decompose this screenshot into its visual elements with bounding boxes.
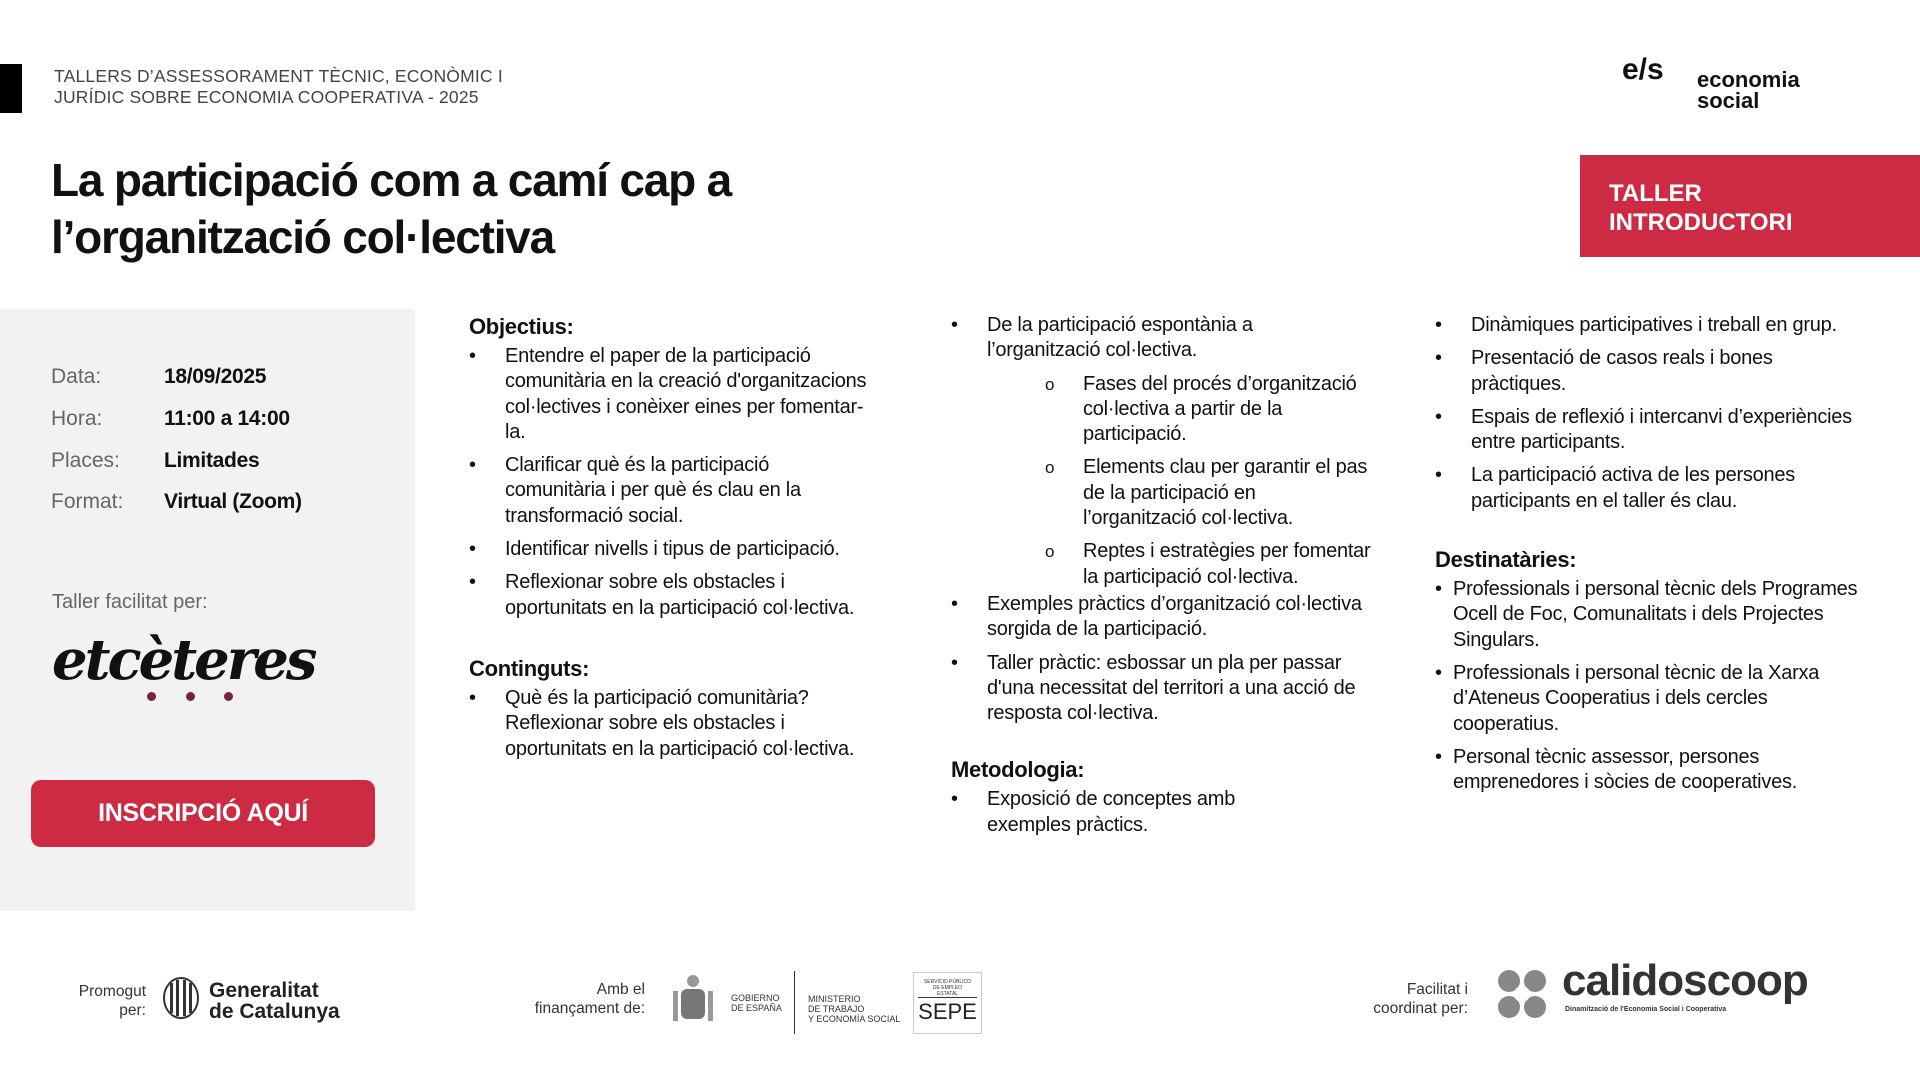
info-value: Limitades	[164, 449, 260, 472]
logo-line: MINISTERIO	[808, 994, 861, 1004]
list-item: Què és la participació comunitària? Refl…	[469, 686, 869, 762]
list-item: Clarificar què és la participació comuni…	[469, 453, 869, 529]
label-line: per:	[119, 1002, 146, 1019]
logo-line: Y ECONOMÍA SOCIAL	[808, 1014, 901, 1024]
label-line: Promogut	[78, 983, 146, 1000]
calidoscoop-logo-icon	[1496, 968, 1548, 1020]
title-line: La participació com a camí cap a	[51, 154, 732, 206]
es-logo-text: economia social	[1697, 67, 1800, 113]
destinataries-list: Professionals i personal tècnic dels Pro…	[1435, 577, 1865, 795]
kicker: TALLERS D’ASSESSORAMENT TÈCNIC, ECONÒMIC…	[54, 66, 574, 108]
financament-label: Amb el finançament de:	[500, 980, 645, 1018]
label-line: Amb el	[596, 981, 645, 998]
label-line: coordinat per:	[1373, 1000, 1468, 1017]
list-item: Identificar nivells i tipus de participa…	[469, 537, 869, 563]
logo-line: de Catalunya	[209, 1000, 340, 1023]
generalitat-logo-text: Generalitat de Catalunya	[209, 980, 340, 1022]
es-logo-mark: e/s	[1622, 53, 1664, 86]
objectius-list: Entendre el paper de la participació com…	[469, 344, 869, 621]
metodologia-list-cont: Dinàmiques participatives i treball en g…	[1435, 313, 1865, 514]
list-item: Reflexionar sobre els obstacles i oportu…	[469, 570, 869, 621]
logo-dot	[147, 692, 156, 701]
column-1: Objectius: Entendre el paper de la parti…	[469, 313, 869, 770]
sepe-text: SEPE	[918, 999, 977, 1024]
info-label: Data:	[51, 365, 102, 388]
list-item: Exemples pràctics d’organització col·lec…	[951, 592, 1371, 643]
promogut-label: Promogut per:	[60, 982, 146, 1020]
list-item: Personal tècnic assessor, persones empre…	[1435, 745, 1865, 796]
calidoscoop-wordmark: calidoscoop	[1562, 956, 1809, 1005]
section-heading-objectius: Objectius:	[469, 314, 574, 339]
info-value: Virtual (Zoom)	[164, 490, 302, 513]
title-line: l’organització col·lectiva	[51, 211, 555, 263]
logo-dot	[224, 692, 233, 701]
badge-line: TALLER	[1609, 180, 1702, 207]
badge-line: INTRODUCTORI	[1609, 209, 1793, 236]
logo-line: Generalitat	[209, 979, 319, 1002]
label-line: finançament de:	[534, 1000, 645, 1017]
continguts-list-cont: De la participació espontània a l’organi…	[951, 313, 1371, 726]
page-title: La participació com a camí cap a l’organ…	[51, 152, 951, 266]
list-item: Taller pràctic: esbossar un pla per pass…	[951, 651, 1371, 727]
list-item: Presentació de casos reals i bones pràct…	[1435, 346, 1865, 397]
list-item: Entendre el paper de la participació com…	[469, 344, 869, 445]
facilitat-label: Facilitat i coordinat per:	[1320, 980, 1468, 1018]
list-item: Espais de reflexió i intercanvi d’experi…	[1435, 405, 1865, 456]
info-value: 11:00 a 14:00	[164, 407, 290, 430]
info-row-time: Hora: 11:00 a 14:00	[51, 407, 290, 431]
sepe-logo: SERVICIO PÚBLICO DE EMPLEO ESTATAL SEPE	[913, 972, 982, 1034]
list-item: De la participació espontània a l’organi…	[951, 313, 1291, 364]
calidoscoop-tagline: Dinamització de l'Economia Social i Coop…	[1565, 1006, 1727, 1013]
continguts-list: Què és la participació comunitària? Refl…	[469, 686, 869, 762]
calidoscoop-logo-text: calidoscoop Dinamització de l'Economia S…	[1562, 956, 1809, 1013]
info-row-date: Data: 18/09/2025	[51, 365, 266, 389]
sub-list-item: Elements clau per garantir el pas de la …	[1045, 455, 1371, 531]
kicker-line: JURÍDIC SOBRE ECONOMIA COOPERATIVA - 202…	[54, 87, 479, 107]
info-row-places: Places: Limitades	[51, 449, 260, 473]
sub-list-item: Reptes i estratègies per fomentar la par…	[1045, 539, 1371, 590]
etceteres-wordmark: etcèteres	[52, 627, 317, 693]
list-item: Exposició de conceptes amb exemples pràc…	[951, 787, 1291, 838]
section-heading-continguts: Continguts:	[469, 655, 590, 681]
ministerio-text: MINISTERIO DE TRABAJO Y ECONOMÍA SOCIAL	[808, 994, 900, 1024]
sub-list-item: Fases del procés d’organització col·lect…	[1045, 372, 1371, 448]
logo-line: economia	[1697, 67, 1800, 92]
info-label: Places:	[51, 449, 120, 472]
spain-coat-of-arms-icon	[669, 973, 717, 1028]
logo-line: social	[1697, 88, 1760, 113]
gobierno-text: GOBIERNO DE ESPAÑA	[731, 993, 782, 1013]
economia-social-logo: e/s economia social	[1622, 55, 1822, 119]
logo-line: GOBIERNO	[731, 993, 780, 1003]
info-row-format: Format: Virtual (Zoom)	[51, 490, 302, 514]
divider	[794, 971, 795, 1034]
etceteres-logo: etcèteres	[52, 627, 317, 710]
info-label: Hora:	[51, 407, 103, 430]
level-badge: TALLER INTRODUCTORI	[1580, 155, 1920, 257]
info-value: 18/09/2025	[164, 365, 267, 388]
generalitat-logo-icon	[163, 977, 199, 1019]
metodologia-list: Exposició de conceptes amb exemples pràc…	[951, 787, 1371, 838]
info-label: Format:	[51, 490, 124, 513]
register-button[interactable]: INSCRIPCIÓ AQUÍ	[31, 780, 375, 847]
kicker-line: TALLERS D’ASSESSORAMENT TÈCNIC, ECONÒMIC…	[54, 66, 503, 86]
logo-line: DE ESPAÑA	[731, 1003, 782, 1013]
accent-bar	[0, 64, 22, 113]
logo-line: DE TRABAJO	[808, 1004, 865, 1014]
list-item: Dinàmiques participatives i treball en g…	[1435, 313, 1865, 339]
list-item: Professionals i personal tècnic de la Xa…	[1435, 661, 1865, 737]
column-3: Dinàmiques participatives i treball en g…	[1435, 313, 1865, 803]
facilitator-label: Taller facilitat per:	[52, 591, 208, 613]
section-heading-metodologia: Metodologia:	[951, 757, 1085, 783]
list-item: La participació activa de les persones p…	[1435, 463, 1865, 514]
list-item: Professionals i personal tècnic dels Pro…	[1435, 577, 1865, 653]
column-2: De la participació espontània a l’organi…	[951, 313, 1371, 846]
logo-dot	[186, 692, 195, 701]
sepe-small-text: SERVICIO PÚBLICO DE EMPLEO ESTATAL	[918, 973, 977, 998]
label-line: Facilitat i	[1406, 981, 1468, 998]
section-heading-destinataries: Destinatàries:	[1435, 547, 1577, 573]
